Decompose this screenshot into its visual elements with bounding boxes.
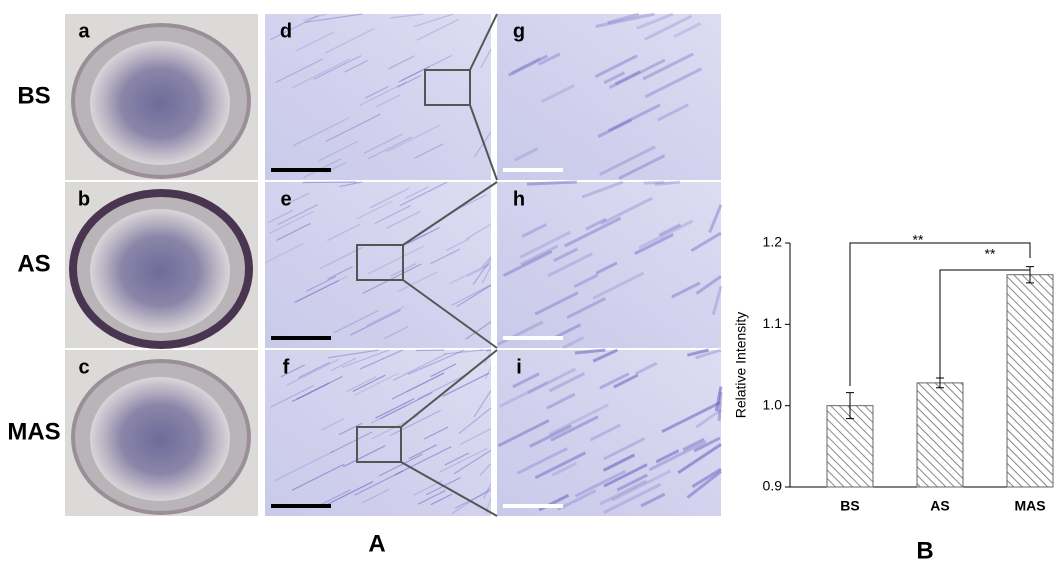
panel-label: A bbox=[368, 530, 385, 557]
micrograph bbox=[497, 14, 721, 180]
scale-bar bbox=[503, 504, 563, 508]
image-label: f bbox=[283, 356, 290, 378]
annotation: ** bbox=[985, 246, 996, 262]
micrograph bbox=[497, 182, 721, 348]
row-label: AS bbox=[17, 250, 50, 277]
x-tick-label: BS bbox=[840, 498, 859, 514]
panel-a: BS a d g AS b e h MAS c f i bbox=[7, 14, 721, 516]
dish-well bbox=[90, 41, 230, 165]
micrograph bbox=[497, 350, 721, 516]
image-label: d bbox=[280, 20, 292, 42]
micrograph bbox=[265, 350, 491, 516]
annotation: ** bbox=[913, 232, 924, 248]
image-label: g bbox=[513, 20, 525, 42]
fiber bbox=[527, 182, 577, 184]
image-label: b bbox=[78, 188, 90, 210]
micrograph bbox=[265, 182, 491, 348]
image-label: e bbox=[280, 188, 291, 210]
scale-bar bbox=[271, 336, 331, 340]
row-label: MAS bbox=[7, 418, 60, 445]
fiber bbox=[719, 392, 721, 421]
y-tick-label: 1.2 bbox=[763, 234, 783, 250]
y-tick-label: 0.9 bbox=[763, 478, 783, 494]
bar bbox=[917, 383, 963, 487]
row-label: BS bbox=[17, 82, 50, 109]
scale-bar bbox=[271, 168, 331, 172]
image-label: h bbox=[513, 188, 525, 210]
figure: BS a d g AS b e h MAS c f i A B Relative Intensity … bbox=[0, 0, 1057, 567]
chart: B Relative Intensity ** ** 0.9 1.0 1.1 1.2 B… bbox=[733, 232, 1053, 565]
scale-bar bbox=[271, 504, 331, 508]
dish-well bbox=[90, 209, 230, 333]
y-tick-label: 1.0 bbox=[763, 396, 783, 412]
image-label: a bbox=[78, 20, 90, 42]
micrograph bbox=[265, 14, 491, 180]
y-axis-label: Relative Intensity bbox=[733, 312, 749, 419]
x-tick-label: MAS bbox=[1014, 498, 1045, 514]
y-tick-label: 1.1 bbox=[763, 315, 783, 331]
x-tick-label: AS bbox=[930, 498, 949, 514]
scale-bar bbox=[503, 168, 563, 172]
dish-well bbox=[90, 377, 230, 501]
scale-bar bbox=[503, 336, 563, 340]
image-label: i bbox=[516, 356, 522, 378]
bar bbox=[1007, 275, 1053, 487]
panel-label: B bbox=[916, 537, 933, 564]
image-label: c bbox=[78, 356, 89, 378]
